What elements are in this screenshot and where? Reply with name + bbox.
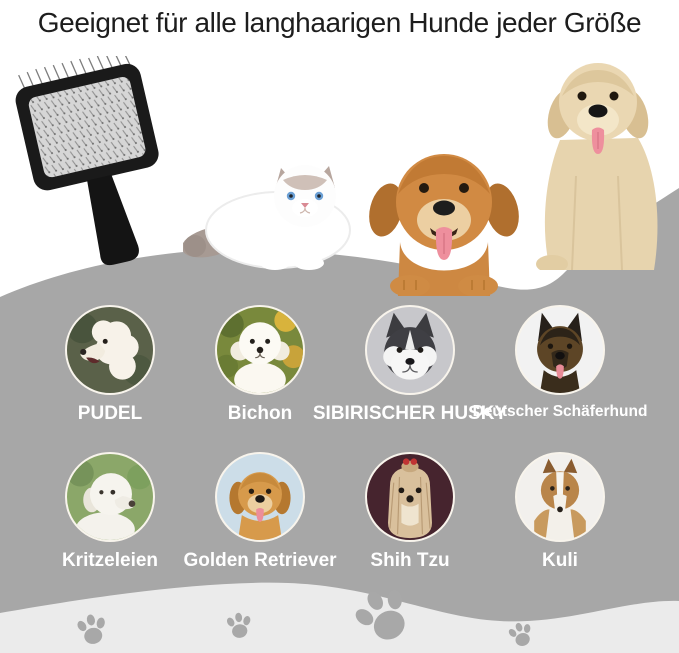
breed-label: SIBIRISCHER HUSKY	[312, 403, 508, 424]
breed-card-husky: SIBIRISCHER HUSKY	[313, 305, 507, 423]
breed-photo-bichon	[215, 305, 305, 395]
breed-photo-kuli	[515, 452, 605, 542]
bottom-wave-band	[0, 582, 679, 653]
breed-card-shih-tzu: Shih Tzu	[335, 452, 485, 570]
paw-print-icon	[355, 590, 405, 640]
paw-print-icon	[226, 612, 251, 638]
breed-label: Shih Tzu	[370, 550, 450, 571]
headline: Geeignet für alle langhaarigen Hunde jed…	[37, 7, 642, 38]
dog-image-golden	[352, 138, 537, 296]
breed-label: Kritzeleien	[61, 550, 159, 571]
cat-image	[183, 150, 358, 272]
breed-photo-golden-retriever	[215, 452, 305, 542]
breed-photo-shih-tzu	[365, 452, 455, 542]
breed-label: Kuli	[542, 550, 578, 571]
breed-photo-husky	[365, 305, 455, 395]
breed-label: Bichon	[227, 403, 293, 424]
breed-photo-pudel	[65, 305, 155, 395]
breed-card-kritzeleien: Kritzeleien	[35, 452, 185, 570]
breed-card-golden-retriever: Golden Retriever	[183, 452, 337, 571]
breed-card-schaeferhund: Deutscher Schäferhund	[473, 305, 647, 420]
breed-photo-kritzeleien	[65, 452, 155, 542]
breed-label: Golden Retriever	[183, 550, 337, 571]
breed-card-pudel: PUDEL	[35, 305, 185, 423]
breed-card-bichon: Bichon	[185, 305, 335, 423]
paw-print-icon	[508, 622, 531, 647]
breed-label: Deutscher Schäferhund	[472, 403, 648, 420]
slicker-brush-icon	[8, 56, 173, 274]
gray-wave-shape	[0, 188, 679, 653]
breed-photo-schaeferhund	[515, 305, 605, 395]
breed-label: PUDEL	[77, 403, 143, 424]
paw-print-icon	[77, 614, 105, 644]
dog-image-cream	[518, 56, 676, 270]
breed-card-kuli: Kuli	[485, 452, 635, 570]
